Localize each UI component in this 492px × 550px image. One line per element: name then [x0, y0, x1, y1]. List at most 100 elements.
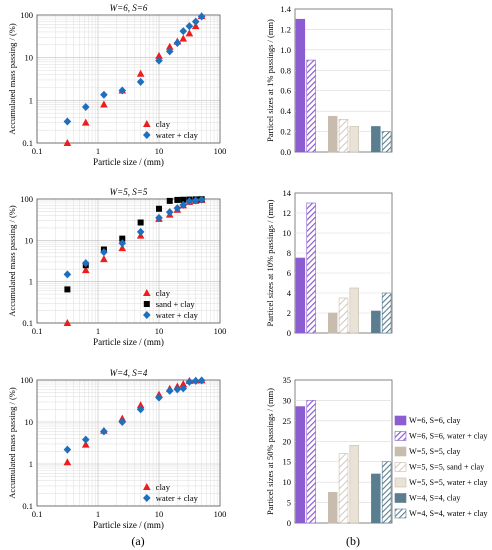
- figure-label-b: (b): [346, 534, 360, 548]
- y-tick-label: 0: [287, 518, 291, 528]
- y-tick-label: 1: [29, 459, 33, 469]
- legend-item: clay: [143, 119, 171, 129]
- diamond-marker: [81, 102, 90, 111]
- y-axis-label: Accumulated mass passing / (%): [7, 205, 17, 317]
- legend-item: water + clay: [143, 130, 199, 140]
- y-tick-label: 10: [283, 228, 292, 238]
- legend-label: W=4, S=4, clay: [409, 494, 461, 503]
- legend-item: W=6, S=6, water + clay: [394, 431, 488, 441]
- triangle-marker: [143, 120, 151, 127]
- diamond-marker: [165, 47, 174, 56]
- legend-label: clay: [156, 482, 171, 492]
- y-axis-label: Particel sizes at 10% passings / (mm): [265, 199, 275, 326]
- diamond-marker: [197, 376, 206, 385]
- x-tick-label: 0.1: [32, 326, 43, 336]
- bar: [338, 119, 349, 153]
- legend-item: clay: [143, 482, 171, 492]
- triangle-marker: [179, 34, 188, 42]
- diamond-marker: [155, 393, 163, 402]
- figure-label-a: (a): [131, 534, 144, 548]
- diamond-marker: [165, 208, 174, 217]
- legend-swatch: [394, 477, 407, 488]
- legend-label: W=5, S=5, clay: [409, 447, 461, 456]
- y-axis-label: Accumulated mass passing / (%): [7, 23, 17, 135]
- legend-label: water + clay: [156, 493, 199, 503]
- legend-label: W=4, S=4, water + clay: [409, 509, 488, 518]
- square-marker: [119, 235, 126, 242]
- plot-area: [37, 199, 220, 323]
- triangle-marker: [81, 440, 90, 448]
- diamond-marker: [136, 77, 145, 86]
- diamond-marker: [100, 248, 108, 257]
- diamond-marker: [143, 311, 151, 319]
- legend-label: W=6, S=6, clay: [409, 416, 461, 425]
- y-tick-label: 6: [287, 268, 291, 278]
- legend-swatch: [394, 462, 407, 472]
- bar: [371, 310, 381, 334]
- bar: [349, 287, 359, 334]
- legend-item: clay: [143, 288, 171, 298]
- y-tick-label: 10: [25, 235, 34, 245]
- triangle-marker: [165, 42, 174, 50]
- diamond-marker: [63, 117, 72, 126]
- x-tick-label: 10: [155, 509, 164, 519]
- x-tick-label: 10: [155, 326, 164, 336]
- scatter-panels: 0.1 1 10 100 0.1 1 10 100 W=6, S=6 Particle size …: [7, 3, 226, 530]
- legend-label: W=5, S=5, water + clay: [409, 478, 488, 487]
- triangle-marker: [179, 380, 188, 388]
- bar: [295, 406, 306, 524]
- bar: [349, 126, 359, 153]
- diamond-marker: [165, 386, 174, 395]
- y-tick-label: 12: [283, 208, 292, 218]
- diamond-marker: [81, 435, 90, 444]
- square-marker: [166, 197, 173, 204]
- bar: [338, 453, 349, 524]
- diamond-marker: [143, 131, 151, 139]
- diamond-marker: [118, 239, 127, 248]
- diamond-marker: [136, 405, 145, 414]
- bar: [371, 473, 381, 524]
- scatter-chart-1: 0.1 1 10 100 0.1 1 10 100 W=6, S=6 Particle size …: [7, 3, 226, 167]
- diamond-marker: [100, 90, 108, 99]
- diamond-marker: [136, 227, 145, 236]
- diamond-marker: [179, 200, 188, 209]
- legend-item: W=5, S=5, sand + clay: [394, 462, 485, 472]
- triangle-marker: [63, 319, 72, 326]
- triangle-marker: [118, 244, 127, 252]
- triangle-marker: [63, 458, 72, 466]
- square-marker: [143, 301, 150, 307]
- triangle-marker: [143, 289, 151, 296]
- diamond-marker: [173, 204, 182, 213]
- square-marker: [137, 219, 144, 226]
- y-tick-label: 4: [287, 288, 292, 298]
- diamond-marker: [191, 376, 200, 385]
- bar: [295, 257, 306, 334]
- bar: [306, 400, 316, 524]
- legend-swatch: [394, 431, 407, 441]
- legend-item: W=5, S=5, water + clay: [394, 477, 488, 488]
- diamond-marker: [155, 56, 163, 65]
- plot-area: [37, 380, 220, 506]
- y-tick-label: 20: [283, 436, 292, 446]
- bar: [338, 297, 349, 334]
- x-axis-label: Particle size / (mm): [93, 337, 164, 347]
- diamond-marker: [179, 384, 188, 393]
- square-marker: [156, 205, 162, 212]
- bar-chart-2: 0 2 4 6 8 10 12 14 Particel sizes at 10% passing…: [265, 188, 393, 338]
- x-tick-label: 10: [155, 146, 164, 156]
- x-axis-label: Particle size / (mm): [93, 157, 164, 167]
- square-marker: [180, 196, 187, 203]
- y-axis-label: Accumulated mass passing / (%): [7, 387, 17, 499]
- bar-chart-1: 0.0 0.2 0.4 0.6 0.8 1.0 1.2 1.4 Particel sizes a…: [265, 4, 393, 157]
- y-tick-label: 5: [287, 498, 291, 508]
- y-tick-label: 0: [287, 328, 291, 338]
- y-tick-label: 2: [287, 308, 291, 318]
- legend-item: water + clay: [143, 493, 199, 503]
- y-tick-label: 1.4: [280, 4, 291, 14]
- bar-panels: 0.0 0.2 0.4 0.6 0.8 1.0 1.2 1.4 Particel sizes a…: [265, 4, 488, 528]
- y-tick-label: 100: [20, 194, 33, 204]
- legend-swatch: [394, 493, 407, 503]
- bar: [381, 292, 392, 334]
- legend-label: clay: [156, 119, 171, 129]
- x-tick-label: 100: [214, 146, 227, 156]
